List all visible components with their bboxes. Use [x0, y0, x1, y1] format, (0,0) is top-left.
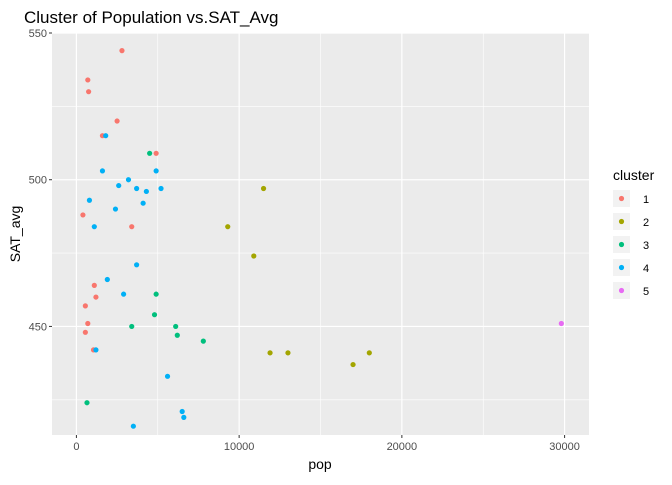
y-tick-label: 450 — [29, 321, 47, 333]
data-point-cluster-1 — [153, 150, 159, 156]
data-point-cluster-1 — [129, 224, 135, 230]
legend-label: 5 — [643, 286, 649, 298]
data-point-cluster-3 — [200, 338, 206, 344]
data-point-cluster-4 — [164, 373, 171, 379]
x-tick-label: 30000 — [549, 441, 580, 453]
legend-marker-cluster-1 — [618, 195, 625, 202]
data-point-cluster-2 — [285, 350, 291, 356]
data-point-cluster-4 — [121, 291, 127, 297]
data-point-cluster-4 — [86, 197, 93, 203]
data-point-cluster-4 — [103, 133, 109, 139]
data-point-cluster-4 — [134, 262, 140, 268]
data-point-cluster-1 — [80, 212, 86, 218]
legend: cluster 1 2 3 4 5 — [613, 167, 655, 299]
data-point-cluster-1 — [85, 77, 91, 83]
legend-items: 1 2 3 4 5 — [613, 190, 649, 299]
grid-major — [52, 32, 589, 435]
data-point-cluster-3 — [173, 323, 179, 330]
data-point-cluster-3 — [84, 400, 90, 406]
data-point-cluster-4 — [99, 168, 106, 174]
data-point-cluster-4 — [134, 185, 140, 192]
legend-label: 3 — [643, 240, 649, 252]
data-point-cluster-4 — [140, 200, 146, 206]
data-point-cluster-4 — [125, 177, 132, 183]
data-point-cluster-2 — [251, 253, 257, 259]
data-point-cluster-3 — [147, 150, 153, 156]
x-axis-label: pop — [308, 456, 332, 472]
data-point-cluster-2 — [225, 224, 231, 230]
grid-minor — [52, 33, 589, 435]
legend-label: 1 — [643, 194, 649, 206]
x-axis: 0 10000 20000 30000 — [73, 435, 580, 453]
data-points — [80, 48, 564, 429]
legend-label: 2 — [643, 217, 649, 229]
data-point-cluster-4 — [130, 423, 136, 429]
legend-title: cluster — [613, 167, 655, 183]
legend-marker-cluster-2 — [618, 218, 625, 225]
y-tick-label: 550 — [29, 28, 47, 40]
data-point-cluster-1 — [93, 294, 99, 300]
legend-marker-cluster-5 — [618, 287, 625, 294]
data-point-cluster-1 — [82, 303, 88, 309]
chart-title: Cluster of Population vs.SAT_Avg — [24, 8, 279, 27]
data-point-cluster-1 — [91, 282, 97, 288]
data-point-cluster-3 — [151, 312, 158, 318]
legend-label: 4 — [643, 263, 649, 275]
data-point-cluster-1 — [114, 118, 120, 124]
data-point-cluster-4 — [153, 168, 159, 174]
data-point-cluster-3 — [129, 323, 135, 330]
data-point-cluster-4 — [116, 182, 122, 189]
data-point-cluster-1 — [85, 320, 91, 327]
data-point-cluster-2 — [260, 185, 267, 192]
data-point-cluster-3 — [153, 291, 159, 297]
data-point-cluster-1 — [86, 89, 92, 95]
data-point-cluster-4 — [112, 206, 119, 212]
legend-marker-cluster-4 — [618, 264, 625, 271]
data-point-cluster-4 — [143, 188, 149, 195]
data-point-cluster-2 — [267, 350, 273, 356]
data-point-cluster-3 — [174, 332, 180, 338]
x-tick-label: 10000 — [224, 441, 255, 453]
y-tick-label: 500 — [29, 175, 47, 187]
data-point-cluster-1 — [82, 329, 88, 335]
data-point-cluster-4 — [93, 347, 99, 353]
x-tick-label: 20000 — [387, 441, 418, 453]
legend-marker-cluster-3 — [618, 241, 625, 248]
data-point-cluster-1 — [119, 48, 125, 54]
data-point-cluster-4 — [181, 414, 187, 420]
data-point-cluster-2 — [350, 361, 356, 368]
data-point-cluster-2 — [366, 350, 372, 356]
y-axis-label: SAT_avg — [7, 206, 23, 263]
data-point-cluster-4 — [158, 185, 164, 192]
data-point-cluster-4 — [91, 224, 97, 230]
x-tick-label: 0 — [73, 441, 79, 453]
data-point-cluster-4 — [104, 276, 110, 283]
y-axis: 450 500 550 — [29, 28, 52, 333]
data-point-cluster-5 — [558, 320, 564, 327]
data-point-cluster-4 — [179, 408, 185, 415]
